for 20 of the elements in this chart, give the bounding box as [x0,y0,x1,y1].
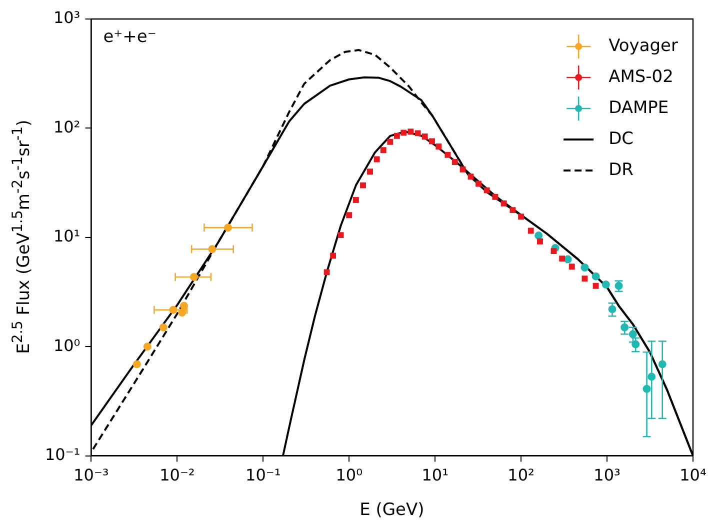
x-tick-label: 10⁰ [336,466,363,485]
y-tick-label: 10⁻¹ [45,444,80,464]
y-tick-label: 10¹ [53,226,80,246]
x-tick-label: 10¹ [422,466,448,485]
x-tick-label: 10⁴ [680,466,706,485]
x-tick-label: 10³ [594,466,620,485]
x-tick-label: 10⁻² [160,466,195,485]
annotation: e⁺+e⁻ [103,26,156,47]
legend-label: AMS-02 [608,66,674,87]
legend-label: Voyager [608,36,678,56]
x-tick-label: 10² [508,466,534,485]
legend-label: DAMPE [608,98,669,118]
y-tick-label: 10⁰ [53,336,80,355]
legend-label: DR [608,160,634,180]
x-tick-label: 10⁻³ [74,466,109,485]
x-axis-title: E (GeV) [360,500,424,520]
y-tick-label: 10³ [53,8,80,28]
legend-label: DC [608,128,634,149]
y-tick-label: 10² [53,117,80,136]
x-tick-label: 10⁻¹ [246,466,281,485]
